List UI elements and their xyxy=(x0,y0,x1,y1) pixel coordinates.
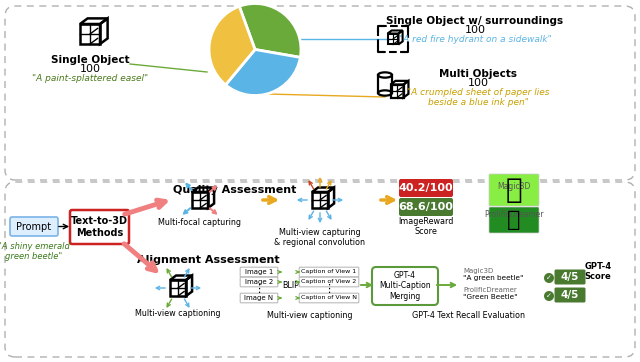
Text: BLIP: BLIP xyxy=(283,281,300,290)
Text: Quality Assessment: Quality Assessment xyxy=(173,185,297,195)
FancyBboxPatch shape xyxy=(10,217,58,236)
Text: 🪲: 🪲 xyxy=(506,176,522,204)
Text: "Green Beetle": "Green Beetle" xyxy=(463,294,518,300)
Text: 100: 100 xyxy=(467,78,488,88)
Text: Prompt: Prompt xyxy=(17,222,52,232)
Bar xyxy=(378,26,408,52)
Text: 40.2/100: 40.2/100 xyxy=(399,183,453,193)
FancyBboxPatch shape xyxy=(489,174,539,206)
Text: Single Object: Single Object xyxy=(51,55,129,65)
FancyBboxPatch shape xyxy=(240,293,278,303)
Wedge shape xyxy=(239,4,301,58)
Text: Magic3D: Magic3D xyxy=(463,268,493,274)
Circle shape xyxy=(544,273,554,283)
Text: Image N: Image N xyxy=(244,295,273,301)
FancyBboxPatch shape xyxy=(300,293,359,303)
FancyBboxPatch shape xyxy=(300,277,359,287)
FancyBboxPatch shape xyxy=(399,179,453,197)
Text: ProlificDreamer: ProlificDreamer xyxy=(484,210,544,219)
Text: 68.6/100: 68.6/100 xyxy=(399,202,453,212)
Text: Multi-focal capturing: Multi-focal capturing xyxy=(159,218,241,227)
Text: "A green beetle": "A green beetle" xyxy=(463,275,524,281)
Text: "A crumpled sheet of paper lies
beside a blue ink pen": "A crumpled sheet of paper lies beside a… xyxy=(407,88,549,108)
FancyBboxPatch shape xyxy=(70,210,129,244)
Text: ImageReward
Score: ImageReward Score xyxy=(398,217,454,236)
Text: ⋮: ⋮ xyxy=(323,284,335,294)
Bar xyxy=(170,280,186,296)
Text: Multi-view capturing
& regional convolution: Multi-view capturing & regional convolut… xyxy=(275,228,365,247)
Text: 4/5: 4/5 xyxy=(561,290,579,300)
Bar xyxy=(390,84,403,97)
Text: GPT-4
Score: GPT-4 Score xyxy=(584,262,612,281)
FancyBboxPatch shape xyxy=(5,6,635,180)
FancyBboxPatch shape xyxy=(554,287,586,303)
Wedge shape xyxy=(225,50,300,96)
FancyBboxPatch shape xyxy=(300,267,359,277)
Text: Multi-view captioning: Multi-view captioning xyxy=(135,309,221,318)
Text: 100: 100 xyxy=(79,64,100,74)
FancyBboxPatch shape xyxy=(554,269,586,285)
Text: "A shiny emerald
green beetle": "A shiny emerald green beetle" xyxy=(0,242,70,261)
Text: 100: 100 xyxy=(465,25,486,35)
Bar xyxy=(312,192,328,208)
Text: ⋮: ⋮ xyxy=(253,284,264,294)
Text: Text-to-3D
Methods: Text-to-3D Methods xyxy=(71,216,128,238)
Text: Caption of View 2: Caption of View 2 xyxy=(301,279,356,285)
FancyBboxPatch shape xyxy=(399,198,453,216)
Text: Multi Objects: Multi Objects xyxy=(439,69,517,79)
Circle shape xyxy=(544,291,554,301)
Bar xyxy=(192,192,208,208)
Text: 4/5: 4/5 xyxy=(561,272,579,282)
Text: 🪲: 🪲 xyxy=(508,210,521,230)
Text: Image 2: Image 2 xyxy=(245,279,273,285)
Text: ProlificDreamer: ProlificDreamer xyxy=(463,287,516,293)
Text: Caption of View N: Caption of View N xyxy=(301,295,357,300)
FancyBboxPatch shape xyxy=(240,277,278,287)
Bar xyxy=(388,34,399,45)
Text: GPT-4 Text Recall Evaluation: GPT-4 Text Recall Evaluation xyxy=(412,311,525,320)
Text: "A red fire hydrant on a sidewalk": "A red fire hydrant on a sidewalk" xyxy=(399,35,552,44)
Text: Alignment Assessment: Alignment Assessment xyxy=(137,255,279,265)
Text: Image 1: Image 1 xyxy=(245,269,273,275)
Bar xyxy=(80,24,100,44)
FancyBboxPatch shape xyxy=(489,207,539,233)
Text: GPT-4
Multi-Caption
Merging: GPT-4 Multi-Caption Merging xyxy=(379,271,431,301)
Text: Single Object w/ surroundings: Single Object w/ surroundings xyxy=(387,16,564,26)
Wedge shape xyxy=(209,6,255,85)
FancyBboxPatch shape xyxy=(240,267,278,277)
Text: Caption of View 1: Caption of View 1 xyxy=(301,269,356,274)
Text: "A paint-splattered easel": "A paint-splattered easel" xyxy=(32,74,148,83)
Text: ✓: ✓ xyxy=(546,293,552,299)
Text: Multi-view captioning: Multi-view captioning xyxy=(268,311,353,320)
FancyBboxPatch shape xyxy=(372,267,438,305)
FancyBboxPatch shape xyxy=(5,182,635,357)
Text: Magic3D: Magic3D xyxy=(497,182,531,191)
Text: ✓: ✓ xyxy=(546,275,552,281)
